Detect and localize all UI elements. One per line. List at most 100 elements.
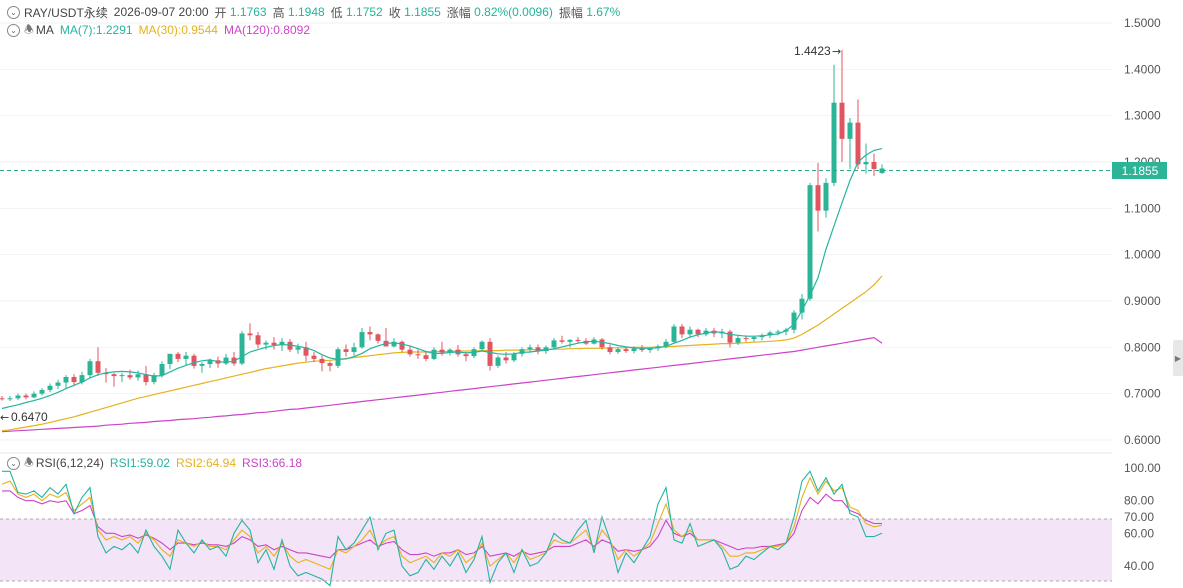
candle[interactable] <box>231 351 237 366</box>
rsi-lines <box>1 470 883 587</box>
candle[interactable] <box>615 347 621 354</box>
candle[interactable] <box>463 351 469 362</box>
candle[interactable] <box>0 395 5 401</box>
candle[interactable] <box>399 340 405 352</box>
candle[interactable] <box>551 338 557 350</box>
candle[interactable] <box>239 331 245 365</box>
candle[interactable] <box>727 329 733 348</box>
chevron-down-icon[interactable]: ⌄ <box>7 23 20 37</box>
candle[interactable] <box>143 365 149 386</box>
candle[interactable] <box>559 335 565 344</box>
candle[interactable] <box>567 338 573 348</box>
candle[interactable] <box>55 379 61 390</box>
candle[interactable] <box>255 332 261 349</box>
candle[interactable] <box>103 368 109 383</box>
candle[interactable] <box>879 164 885 174</box>
candle[interactable] <box>799 294 805 320</box>
ma30-value: MA(30):0.9544 <box>138 23 218 37</box>
candle[interactable] <box>823 178 829 218</box>
candle[interactable] <box>47 383 53 393</box>
candle[interactable] <box>735 335 741 346</box>
candle[interactable] <box>367 326 373 341</box>
candle[interactable] <box>335 347 341 369</box>
candle[interactable] <box>671 324 677 344</box>
candle[interactable] <box>191 353 197 369</box>
chevron-down-icon[interactable]: ⌄ <box>7 456 20 470</box>
min-annotation: ← 0.6470 <box>0 410 48 424</box>
candle[interactable] <box>63 375 69 389</box>
candle[interactable] <box>271 337 277 350</box>
candle[interactable] <box>751 336 757 342</box>
candle[interactable] <box>87 358 93 378</box>
candle[interactable] <box>175 351 181 363</box>
candle[interactable] <box>311 351 317 363</box>
candle[interactable] <box>343 344 349 357</box>
candle[interactable] <box>807 182 813 301</box>
candle[interactable] <box>863 143 869 174</box>
candle[interactable] <box>407 346 413 357</box>
candle[interactable] <box>359 327 365 349</box>
candle[interactable] <box>575 337 581 344</box>
candle[interactable] <box>791 310 797 334</box>
candle[interactable] <box>687 326 693 339</box>
candle[interactable] <box>95 347 101 377</box>
candle[interactable] <box>455 345 461 357</box>
candle[interactable] <box>295 343 301 354</box>
candle[interactable] <box>487 338 493 371</box>
candle[interactable] <box>855 99 861 169</box>
candle[interactable] <box>199 362 205 373</box>
expand-handle[interactable]: ▶ <box>1173 340 1183 376</box>
candle[interactable] <box>39 388 45 396</box>
candle[interactable] <box>151 372 157 385</box>
bell-icon[interactable]: 🕭 <box>24 23 34 36</box>
candle[interactable] <box>351 342 357 356</box>
candle[interactable] <box>23 393 29 400</box>
candle[interactable] <box>759 333 765 341</box>
candle[interactable] <box>247 323 253 341</box>
candle[interactable] <box>607 344 613 355</box>
candle[interactable] <box>119 372 125 383</box>
candle[interactable] <box>7 395 13 402</box>
candle[interactable] <box>127 369 133 380</box>
candle[interactable] <box>71 374 77 387</box>
candle[interactable] <box>423 351 429 362</box>
candle[interactable] <box>167 353 173 370</box>
candle[interactable] <box>871 153 877 176</box>
candle[interactable] <box>111 372 117 387</box>
candle[interactable] <box>679 324 685 339</box>
candle[interactable] <box>479 340 485 352</box>
max-annotation: 1.4423 → <box>794 44 841 58</box>
candle[interactable] <box>31 391 37 399</box>
candle[interactable] <box>303 341 309 362</box>
candle[interactable] <box>319 355 325 372</box>
candle[interactable] <box>839 49 845 162</box>
candle[interactable] <box>415 349 421 359</box>
candle[interactable] <box>375 333 381 344</box>
open-label: 开 <box>214 5 227 20</box>
current-price-badge: 1.1855 <box>1112 162 1167 179</box>
chevron-down-icon[interactable]: ⌄ <box>7 5 20 19</box>
candle[interactable] <box>815 162 821 232</box>
candles[interactable] <box>0 49 885 402</box>
max-arrow-icon: → <box>832 45 841 58</box>
candle[interactable] <box>599 338 605 350</box>
candle[interactable] <box>15 393 21 401</box>
candle[interactable] <box>695 328 701 338</box>
ma120-value: MA(120):0.8092 <box>223 23 311 37</box>
candle[interactable] <box>831 64 837 187</box>
candle[interactable] <box>223 353 229 365</box>
candle[interactable] <box>495 355 501 368</box>
candle[interactable] <box>159 361 165 378</box>
amplitude-value: 1.67% <box>586 5 621 19</box>
rsi-band <box>0 519 1112 581</box>
candle[interactable] <box>847 117 853 169</box>
candle[interactable] <box>703 327 709 337</box>
bell-icon[interactable]: 🕭 <box>24 456 34 469</box>
change-value: 0.82%(0.0096) <box>474 5 553 19</box>
candle[interactable] <box>327 361 333 372</box>
candle[interactable] <box>535 344 541 355</box>
high-value: 1.1948 <box>287 5 325 19</box>
candle[interactable] <box>183 351 189 365</box>
candle[interactable] <box>263 340 269 350</box>
